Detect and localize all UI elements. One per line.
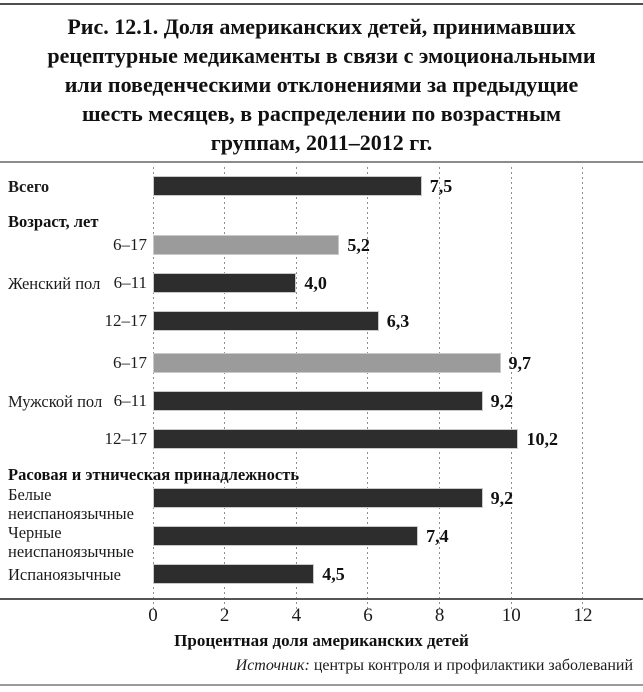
x-tick-label: 6 — [363, 605, 373, 626]
x-tick-label: 4 — [291, 605, 302, 626]
bar — [153, 429, 519, 449]
row-label: Всего — [8, 177, 50, 196]
x-gridline — [582, 167, 584, 611]
source-note: Источник: центры контроля и профилактики… — [236, 657, 633, 675]
bar-value-label: 9,2 — [490, 488, 514, 508]
bar-value-label: 6,3 — [386, 311, 410, 331]
bar-value-label: 9,2 — [490, 391, 514, 411]
top-rule — [0, 3, 643, 5]
figure-title-line: рецептурные медикаменты в связи с эмоцио… — [47, 43, 596, 68]
x-tick-label: 2 — [219, 605, 230, 626]
bar — [153, 273, 297, 293]
group-header: Расовая и этническая принадлежность — [8, 465, 300, 484]
x-tick-label: 0 — [148, 605, 158, 626]
bar-value-label: 5,2 — [347, 235, 370, 255]
bar — [153, 353, 501, 373]
bar — [153, 311, 379, 331]
row-label: Белые неиспаноязычные — [8, 485, 134, 523]
row-sub-label: 6–17 — [113, 235, 147, 254]
figure-title-line: группам, 2011–2012 гг. — [210, 130, 433, 155]
row-sub-label: 6–17 — [113, 353, 147, 372]
bar — [153, 526, 419, 546]
row-sub-label: 6–11 — [113, 273, 147, 292]
x-gridline — [152, 167, 154, 611]
x-gridline — [439, 167, 441, 611]
bar — [153, 176, 422, 196]
x-axis-line — [0, 598, 643, 600]
bar-value-label: 7,4 — [426, 526, 449, 546]
bar — [153, 235, 340, 255]
bar — [153, 564, 315, 584]
figure-title-line: или поведенческими отклонениями за преды… — [64, 72, 579, 97]
row-sub-label: 12–17 — [104, 311, 148, 330]
group-header: Возраст, лет — [8, 212, 99, 231]
figure-title-line: Рис. 12.1. Доля американских детей, прин… — [67, 14, 576, 39]
bar-value-label: 7,5 — [429, 176, 453, 196]
x-axis-title: Процентная доля американских детей — [174, 631, 469, 650]
x-tick-label: 8 — [434, 605, 445, 626]
figure-title: Рис. 12.1. Доля американских детей, прин… — [0, 12, 643, 157]
source-note-label: Источник: — [235, 657, 310, 674]
bar-value-label: 10,2 — [526, 429, 558, 449]
source-note-text: центры контроля и профилактики заболеван… — [309, 657, 633, 674]
x-gridline — [295, 167, 297, 611]
title-separator-rule — [0, 161, 643, 163]
bar — [153, 488, 483, 508]
row-sub-label: 6–11 — [113, 391, 147, 410]
bottom-rule — [0, 684, 643, 686]
figure-title-line: шесть месяцев, в распределении по возрас… — [81, 101, 561, 126]
row-label: Женский пол — [8, 274, 101, 293]
row-label: Черные неиспаноязычные — [8, 523, 134, 561]
bar — [153, 391, 483, 411]
row-label: Мужской пол — [8, 392, 103, 411]
bar-value-label: 4,5 — [322, 564, 345, 584]
x-gridline — [367, 167, 369, 611]
row-label: Испаноязычные — [8, 565, 121, 584]
x-tick-label: 10 — [501, 605, 521, 626]
x-gridline — [510, 167, 512, 611]
x-tick-label: 12 — [573, 605, 593, 626]
bar-value-label: 9,7 — [508, 353, 532, 373]
row-sub-label: 12–17 — [104, 429, 148, 448]
x-gridline — [224, 167, 226, 611]
bar-value-label: 4,0 — [304, 273, 327, 293]
